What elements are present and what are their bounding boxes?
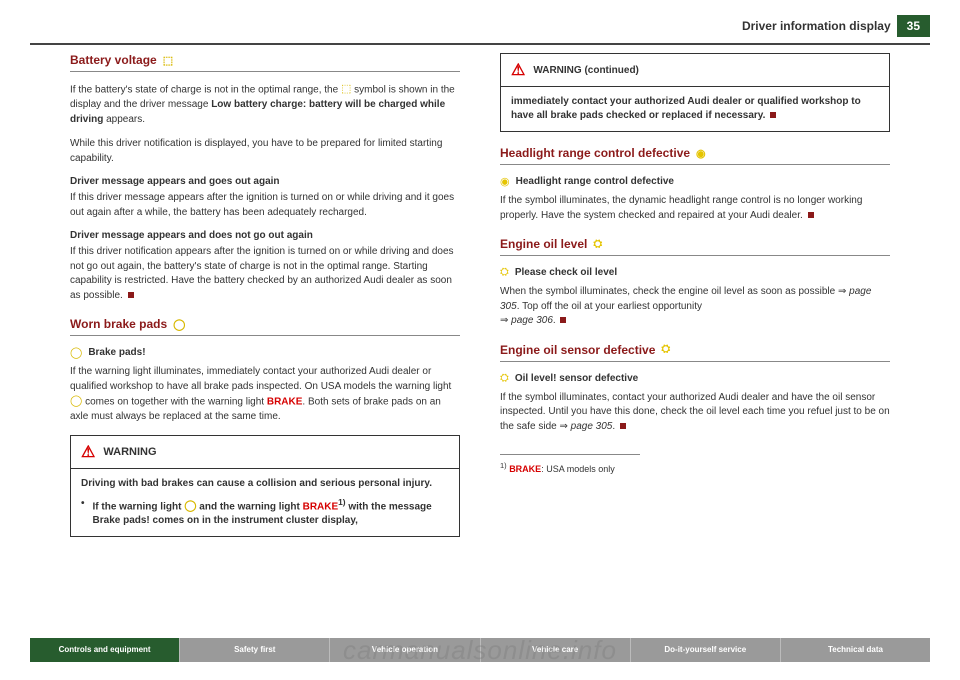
paragraph: If the symbol illuminates, the dynamic h… (500, 194, 890, 223)
warning-triangle-icon: ⚠ (81, 442, 95, 462)
indicator-line: ⛭ Oil level! sensor defective (500, 372, 890, 385)
section-title-oil-level: Engine oil level ⛭ (500, 237, 890, 256)
brake-pad-icon: ◯ (173, 318, 185, 331)
title-text: Headlight range control defective (500, 146, 690, 160)
section-title-battery: Battery voltage ⬚ (70, 53, 460, 72)
paragraph: If the warning light illuminates, immedi… (70, 365, 460, 425)
title-text: Battery voltage (70, 53, 157, 67)
nav-tab-safety[interactable]: Safety first (179, 638, 329, 662)
title-text: Engine oil sensor defective (500, 343, 655, 357)
end-marker (808, 212, 814, 218)
section-title-brakes: Worn brake pads ◯ (70, 317, 460, 336)
nav-tab-care[interactable]: Vehicle care (480, 638, 630, 662)
indicator-label: Please check oil level (515, 267, 617, 278)
header-title: Driver information display (742, 19, 891, 33)
section-title-oil-sensor: Engine oil sensor defective ⛭ (500, 343, 890, 362)
indicator-label: Oil level! sensor defective (515, 373, 638, 384)
warning-title: WARNING (103, 446, 156, 458)
page-number: 35 (897, 15, 930, 37)
indicator-label: Brake pads! (88, 347, 145, 358)
end-marker (560, 317, 566, 323)
paragraph: If the symbol illuminates, contact your … (500, 391, 890, 435)
warning-header-continued: ⚠ WARNING (continued) (501, 54, 889, 87)
section-title-headlight: Headlight range control defective ◉ (500, 146, 890, 165)
page-ref-arrow: ⇒ (838, 286, 849, 297)
battery-icon: ⬚ (341, 82, 351, 98)
bullet: • (81, 497, 85, 528)
warning-triangle-icon: ⚠ (511, 60, 525, 80)
footer-nav: Controls and equipment Safety first Vehi… (30, 638, 930, 662)
oil-icon: ⛭ (500, 266, 509, 279)
indicator-line: ◯ Brake pads! (70, 346, 460, 359)
battery-icon: ⬚ (163, 54, 173, 67)
page-ref-arrow: ⇒ (500, 315, 511, 326)
paragraph: If this driver notification appears afte… (70, 245, 460, 303)
brake-pad-icon: ◯ (70, 346, 82, 359)
manual-page: Driver information display 35 Battery vo… (0, 0, 960, 680)
paragraph: If the battery's state of charge is not … (70, 82, 460, 127)
warning-header: ⚠ WARNING (71, 436, 459, 469)
content-columns: Battery voltage ⬚ If the battery's state… (30, 53, 930, 537)
subheading: Driver message appears and does not go o… (70, 230, 460, 241)
end-marker (128, 292, 134, 298)
warning-title: WARNING (continued) (533, 65, 639, 76)
warning-text: Driving with bad brakes can cause a coll… (81, 477, 449, 491)
page-ref-arrow: ⇒ (559, 421, 570, 432)
paragraph: While this driver notification is displa… (70, 137, 460, 166)
header-rule (30, 43, 930, 45)
footnote-ref: 1) (338, 497, 345, 507)
end-marker (770, 112, 776, 118)
brake-light-label: BRAKE (509, 464, 541, 474)
brake-pad-icon: ◯ (184, 499, 196, 514)
page-ref: page 305 (571, 421, 613, 432)
page-ref: page 306 (511, 315, 553, 326)
headlight-icon: ◉ (500, 175, 510, 188)
right-column: ⚠ WARNING (continued) immediately contac… (500, 53, 890, 537)
indicator-line: ⛭ Please check oil level (500, 266, 890, 279)
indicator-label: Headlight range control defective (516, 176, 674, 187)
nav-tab-technical[interactable]: Technical data (780, 638, 930, 662)
brake-light-label: BRAKE (303, 501, 339, 512)
end-marker (620, 423, 626, 429)
headlight-icon: ◉ (696, 147, 706, 160)
footnote-rule (500, 454, 640, 455)
warning-text: If the warning light ◯ and the warning l… (93, 497, 449, 528)
oil-icon: ⛭ (661, 343, 670, 356)
nav-tab-controls[interactable]: Controls and equipment (30, 638, 179, 662)
title-text: Worn brake pads (70, 317, 167, 331)
page-header: Driver information display 35 (30, 15, 930, 37)
warning-body: immediately contact your authorized Audi… (501, 87, 889, 131)
warning-box-continued: ⚠ WARNING (continued) immediately contac… (500, 53, 890, 132)
warning-body: Driving with bad brakes can cause a coll… (71, 469, 459, 536)
oil-icon: ⛭ (500, 372, 509, 385)
paragraph: If this driver message appears after the… (70, 191, 460, 220)
warning-box: ⚠ WARNING Driving with bad brakes can ca… (70, 435, 460, 537)
indicator-line: ◉ Headlight range control defective (500, 175, 890, 188)
nav-tab-operation[interactable]: Vehicle operation (329, 638, 479, 662)
paragraph: When the symbol illuminates, check the e… (500, 285, 890, 329)
footnote-number: 1) (500, 461, 507, 470)
left-column: Battery voltage ⬚ If the battery's state… (70, 53, 460, 537)
footnote: 1) BRAKE: USA models only (500, 461, 890, 476)
warning-bullet: • If the warning light ◯ and the warning… (81, 497, 449, 528)
subheading: Driver message appears and goes out agai… (70, 176, 460, 187)
nav-tab-diy[interactable]: Do-it-yourself service (630, 638, 780, 662)
oil-icon: ⛭ (593, 238, 602, 251)
brake-light-label: BRAKE (267, 397, 303, 408)
brake-pad-icon: ◯ (70, 394, 82, 410)
title-text: Engine oil level (500, 237, 587, 251)
